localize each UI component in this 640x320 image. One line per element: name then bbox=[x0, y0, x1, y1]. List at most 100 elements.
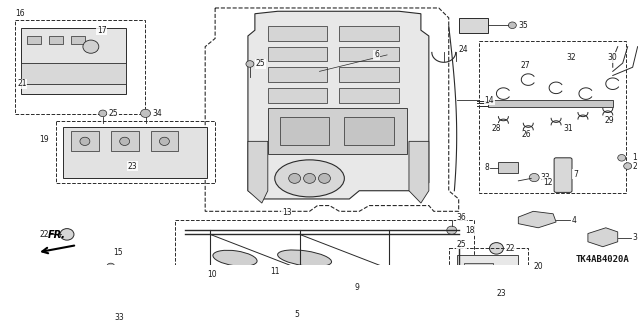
Polygon shape bbox=[409, 141, 429, 203]
Text: 26: 26 bbox=[522, 130, 531, 139]
Text: 29: 29 bbox=[605, 116, 614, 125]
Circle shape bbox=[508, 22, 516, 28]
Text: 23: 23 bbox=[127, 162, 137, 171]
Bar bbox=[268, 88, 328, 103]
Text: 20: 20 bbox=[533, 262, 543, 271]
Bar bbox=[280, 117, 330, 146]
Ellipse shape bbox=[278, 250, 332, 267]
Circle shape bbox=[60, 228, 74, 240]
Bar bbox=[339, 67, 399, 82]
Text: 34: 34 bbox=[152, 109, 163, 118]
Text: 33: 33 bbox=[115, 313, 124, 320]
Bar bbox=[56, 121, 215, 182]
Text: 6: 6 bbox=[374, 51, 379, 60]
Text: 5: 5 bbox=[294, 310, 300, 319]
Polygon shape bbox=[96, 277, 139, 300]
Circle shape bbox=[529, 173, 539, 182]
Circle shape bbox=[80, 137, 90, 146]
Circle shape bbox=[120, 137, 130, 146]
Circle shape bbox=[624, 163, 632, 169]
Bar bbox=[268, 26, 328, 41]
Bar bbox=[71, 36, 85, 44]
Circle shape bbox=[303, 173, 316, 183]
Bar bbox=[21, 28, 125, 93]
Text: 15: 15 bbox=[113, 248, 122, 257]
Bar bbox=[459, 18, 488, 33]
Bar bbox=[63, 126, 207, 178]
Text: 31: 31 bbox=[563, 124, 573, 133]
Circle shape bbox=[618, 155, 626, 161]
Text: 3: 3 bbox=[633, 233, 637, 242]
Text: 13: 13 bbox=[282, 208, 291, 218]
Text: 33: 33 bbox=[540, 173, 550, 182]
Circle shape bbox=[103, 313, 113, 320]
Circle shape bbox=[99, 110, 107, 117]
Text: FR.: FR. bbox=[48, 230, 66, 240]
Bar bbox=[268, 108, 407, 154]
Text: 25: 25 bbox=[256, 60, 266, 68]
FancyBboxPatch shape bbox=[554, 158, 572, 192]
Polygon shape bbox=[248, 11, 429, 199]
Circle shape bbox=[470, 283, 483, 293]
Bar bbox=[488, 100, 612, 107]
Text: 18: 18 bbox=[466, 226, 475, 235]
Bar bbox=[344, 117, 394, 146]
Bar bbox=[21, 63, 125, 84]
Text: 11: 11 bbox=[270, 267, 279, 276]
Polygon shape bbox=[248, 141, 268, 203]
Bar bbox=[339, 47, 399, 61]
Text: 14: 14 bbox=[484, 96, 494, 105]
Circle shape bbox=[246, 61, 254, 67]
Bar bbox=[479, 41, 626, 193]
Polygon shape bbox=[518, 211, 556, 228]
Text: 36: 36 bbox=[457, 213, 467, 222]
Text: 32: 32 bbox=[566, 53, 575, 62]
Circle shape bbox=[289, 173, 301, 183]
Ellipse shape bbox=[213, 250, 257, 266]
Text: 17: 17 bbox=[97, 26, 106, 35]
Text: 27: 27 bbox=[520, 61, 530, 70]
Bar bbox=[463, 263, 493, 280]
Text: 21: 21 bbox=[17, 79, 27, 88]
Text: 19: 19 bbox=[39, 135, 49, 144]
Circle shape bbox=[319, 173, 330, 183]
Text: 23: 23 bbox=[497, 289, 506, 298]
Text: 35: 35 bbox=[518, 21, 528, 30]
Bar bbox=[150, 132, 179, 151]
Bar bbox=[111, 132, 139, 151]
Bar bbox=[175, 220, 474, 310]
Text: 22: 22 bbox=[39, 230, 49, 239]
Bar bbox=[28, 36, 41, 44]
Text: 8: 8 bbox=[484, 163, 490, 172]
Bar bbox=[457, 255, 518, 300]
Circle shape bbox=[159, 137, 170, 146]
Text: 4: 4 bbox=[572, 216, 577, 225]
Ellipse shape bbox=[275, 160, 344, 197]
Bar bbox=[15, 20, 145, 114]
Bar bbox=[268, 67, 328, 82]
Text: TK4AB4020A: TK4AB4020A bbox=[576, 255, 630, 264]
Circle shape bbox=[107, 263, 115, 270]
Bar bbox=[449, 248, 528, 306]
Text: 7: 7 bbox=[573, 170, 578, 179]
Text: 9: 9 bbox=[355, 284, 359, 292]
Circle shape bbox=[83, 40, 99, 53]
Text: 30: 30 bbox=[608, 53, 618, 62]
Circle shape bbox=[141, 109, 150, 117]
Text: 12: 12 bbox=[543, 178, 553, 187]
Text: 16: 16 bbox=[15, 9, 25, 18]
Text: 25: 25 bbox=[109, 109, 118, 118]
Bar bbox=[268, 47, 328, 61]
Text: 1: 1 bbox=[633, 153, 637, 162]
Text: 25: 25 bbox=[457, 240, 467, 249]
Bar bbox=[339, 88, 399, 103]
Text: 28: 28 bbox=[492, 124, 501, 133]
Circle shape bbox=[447, 226, 457, 234]
Text: 22: 22 bbox=[506, 244, 515, 253]
Circle shape bbox=[490, 243, 504, 254]
Polygon shape bbox=[588, 228, 618, 247]
Bar bbox=[49, 36, 63, 44]
Text: 24: 24 bbox=[459, 44, 468, 54]
Bar bbox=[71, 132, 99, 151]
Text: 2: 2 bbox=[633, 162, 637, 171]
